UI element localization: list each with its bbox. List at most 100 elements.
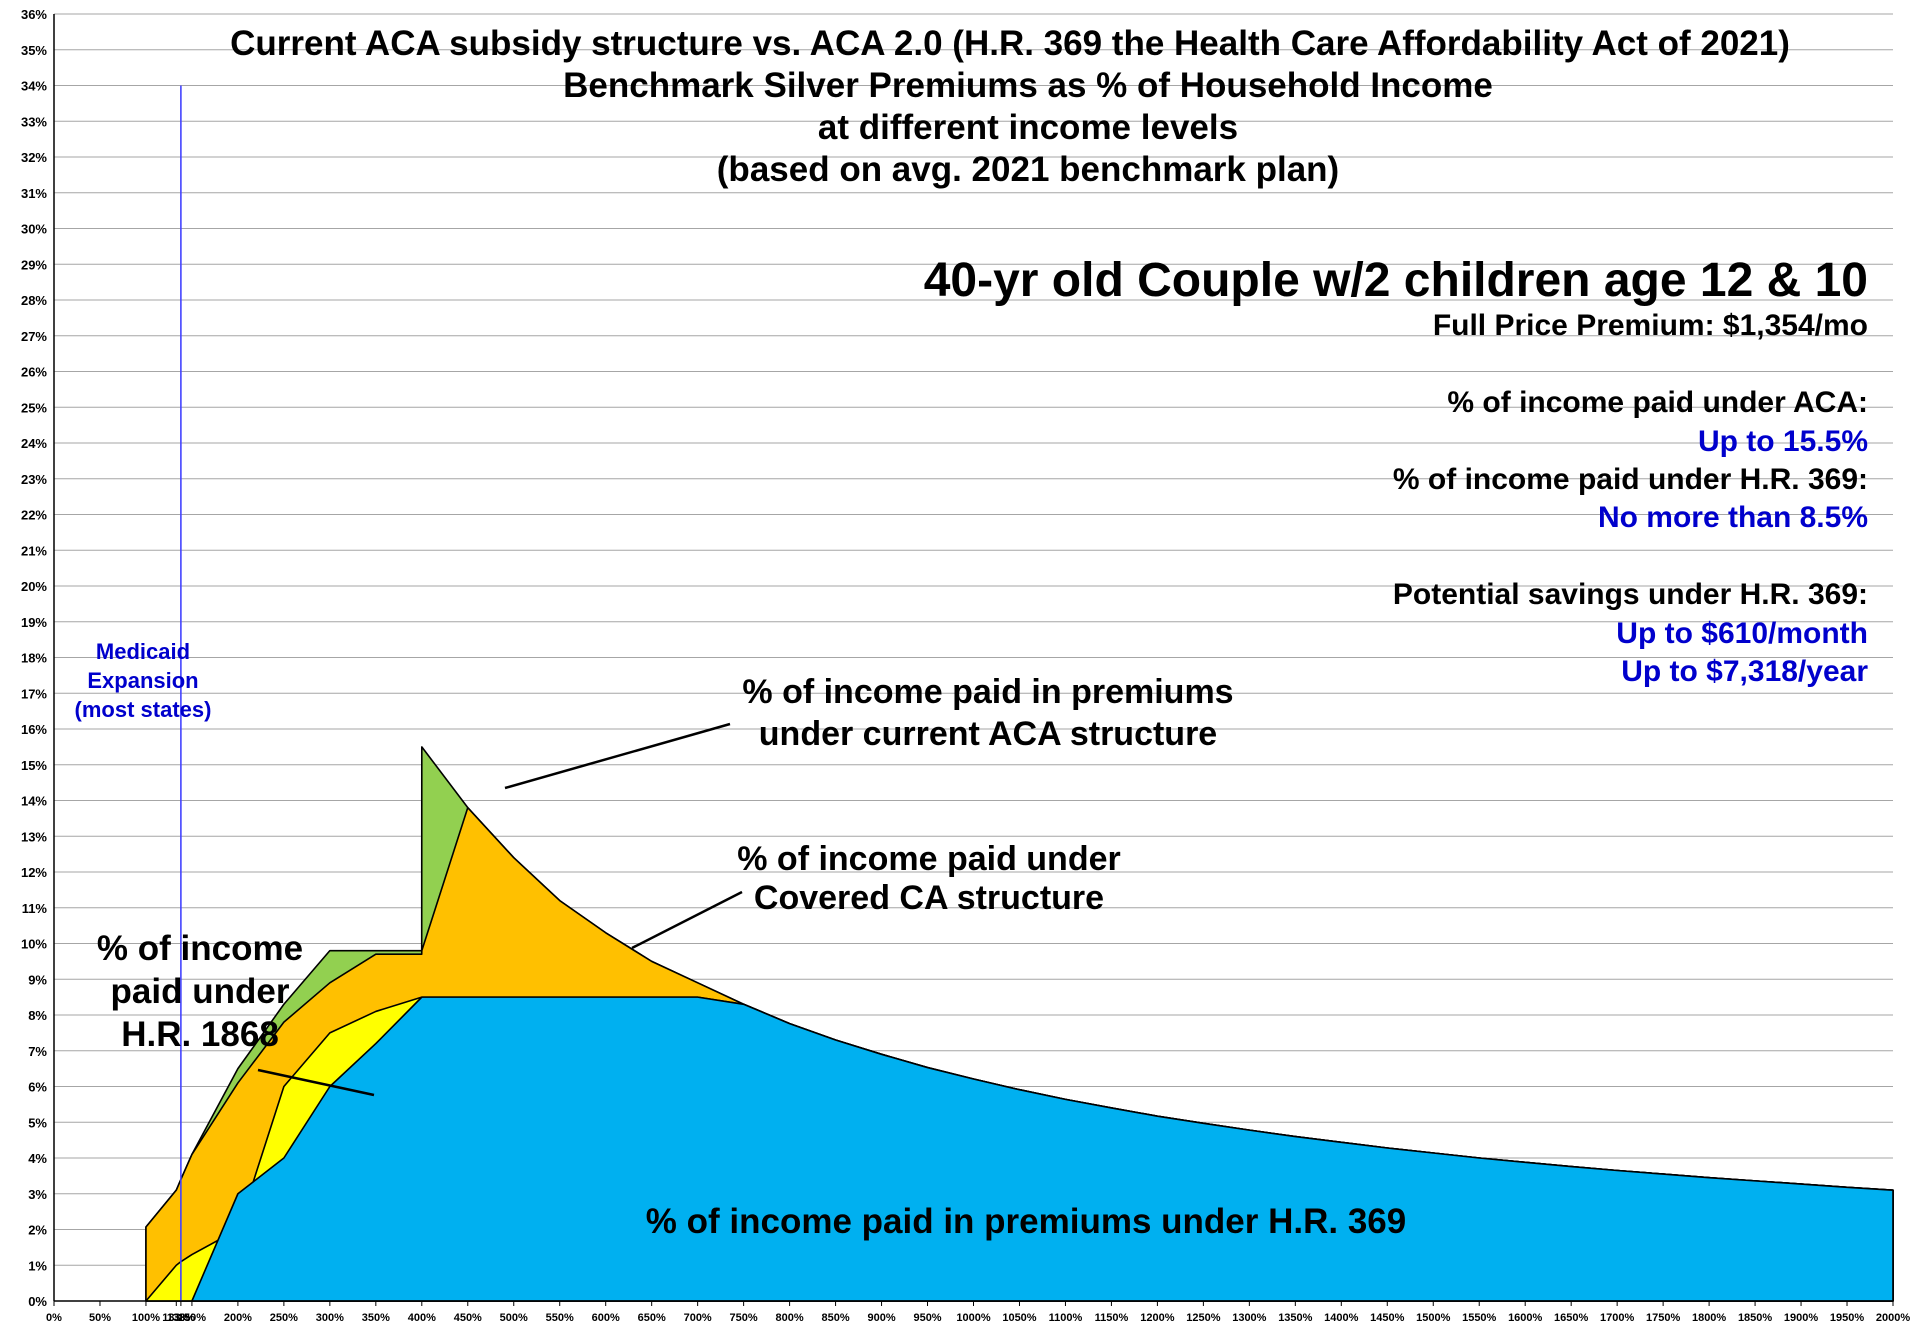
title-line-1: Current ACA subsidy structure vs. ACA 2.…	[230, 24, 1790, 63]
x-tick-label: 138%	[167, 1312, 195, 1324]
x-tick-label: 1150%	[1095, 1312, 1129, 1324]
y-tick-label: 28%	[21, 293, 47, 308]
y-tick-label: 20%	[21, 579, 47, 594]
x-tick-label: 1600%	[1508, 1312, 1542, 1324]
x-tick-label: 450%	[454, 1312, 482, 1324]
y-tick-label: 9%	[28, 972, 47, 987]
y-tick-label: 21%	[21, 543, 47, 558]
hr369-area-label: % of income paid in premiums under H.R. …	[646, 1202, 1406, 1241]
y-tick-label: 13%	[21, 829, 47, 844]
chart-title: Current ACA subsidy structure vs. ACA 2.…	[230, 24, 1790, 189]
x-tick-label: 500%	[500, 1312, 528, 1324]
y-tick-label: 5%	[28, 1115, 47, 1130]
household-label: 40-yr old Couple w/2 children age 12 & 1…	[924, 254, 1868, 307]
hr1868-line-3: H.R. 1868	[121, 1015, 279, 1054]
area-series	[145, 746, 1894, 1302]
y-tick-label: 19%	[21, 615, 47, 630]
y-tick-label: 3%	[28, 1187, 47, 1202]
axes	[53, 14, 1893, 1302]
y-tick-label: 18%	[21, 651, 47, 666]
x-tick-label: 0%	[46, 1312, 62, 1324]
x-tick-label: 1800%	[1692, 1312, 1726, 1324]
aca-income-label: % of income paid under ACA:	[1447, 386, 1868, 419]
y-tick-label: 30%	[21, 222, 47, 237]
x-tick-label: 50%	[89, 1312, 111, 1324]
y-tick-label: 34%	[21, 79, 47, 94]
x-tick-label: 800%	[776, 1312, 804, 1324]
y-tick-label: 4%	[28, 1151, 47, 1166]
y-tick-label: 17%	[21, 686, 47, 701]
x-tick-label: 1300%	[1232, 1312, 1266, 1324]
y-tick-label: 23%	[21, 472, 47, 487]
savings-label: Potential savings under H.R. 369:	[1393, 578, 1868, 611]
aca-annotation-line-1: % of income paid in premiums	[742, 673, 1233, 711]
x-tick-label: 1500%	[1416, 1312, 1450, 1324]
x-tick-label: 1000%	[956, 1312, 990, 1324]
hr1868-line-2: paid under	[111, 972, 290, 1011]
y-tick-label: 36%	[21, 7, 47, 22]
hr1868-leader-line	[257, 1068, 375, 1097]
y-tick-label: 27%	[21, 329, 47, 344]
y-tick-label: 32%	[21, 150, 47, 165]
aca-income-value: Up to 15.5%	[1698, 425, 1868, 458]
y-tick-label: 10%	[21, 937, 47, 952]
hr1868-annotation: % of income paid under H.R. 1868	[97, 929, 375, 1097]
y-tick-label: 12%	[21, 865, 47, 880]
x-tick-label: 600%	[592, 1312, 620, 1324]
x-tick-label: 1250%	[1186, 1312, 1220, 1324]
y-tick-label: 1%	[28, 1258, 47, 1273]
x-tick-label: 1700%	[1600, 1312, 1634, 1324]
x-tick-label: 1650%	[1554, 1312, 1588, 1324]
x-tick-label: 1200%	[1140, 1312, 1174, 1324]
x-tick-label: 550%	[546, 1312, 574, 1324]
x-tick-label: 1400%	[1324, 1312, 1358, 1324]
title-line-2: Benchmark Silver Premiums as % of Househ…	[563, 66, 1493, 105]
y-tick-label: 22%	[21, 508, 47, 523]
medicaid-line-2: Expansion	[87, 668, 198, 693]
y-tick-label: 14%	[21, 794, 47, 809]
y-tick-label: 8%	[28, 1008, 47, 1023]
x-tick-label: 900%	[867, 1312, 895, 1324]
x-tick-label: 850%	[822, 1312, 850, 1324]
y-tick-label: 16%	[21, 722, 47, 737]
y-tick-label: 29%	[21, 257, 47, 272]
x-tick-label: 1750%	[1646, 1312, 1680, 1324]
x-tick-label: 1050%	[1002, 1312, 1036, 1324]
hr369-income-value: No more than 8.5%	[1598, 501, 1868, 534]
aca-annotation-line-2: under current ACA structure	[759, 715, 1217, 753]
title-line-4: (based on avg. 2021 benchmark plan)	[717, 150, 1339, 189]
x-tick-label: 1350%	[1278, 1312, 1312, 1324]
x-tick-label: 133%	[162, 1312, 190, 1324]
covered-ca-line-1: % of income paid under	[737, 840, 1120, 878]
savings-month: Up to $610/month	[1616, 617, 1868, 650]
covered-ca-annotation: % of income paid under Covered CA struct…	[631, 840, 1121, 950]
y-tick-label: 31%	[21, 186, 47, 201]
x-axis-ticks: 0% 50% 100% 133%138%150% 200% 250% 300% 350% 400…	[46, 1301, 1910, 1324]
medicaid-line-3: (most states)	[75, 697, 212, 722]
x-tick-label: 1850%	[1738, 1312, 1772, 1324]
title-line-3: at different income levels	[818, 108, 1238, 147]
y-tick-label: 2%	[28, 1223, 47, 1238]
savings-year: Up to $7,318/year	[1621, 655, 1868, 688]
y-tick-label: 15%	[21, 758, 47, 773]
hr369-income-label: % of income paid under H.R. 369:	[1393, 463, 1868, 496]
aca-annotation: % of income paid in premiums under curre…	[504, 673, 1234, 790]
x-tick-label: 1900%	[1784, 1312, 1818, 1324]
medicaid-line-1: Medicaid	[96, 639, 190, 664]
x-tick-label: 1450%	[1370, 1312, 1404, 1324]
full-price-label: Full Price Premium: $1,354/mo	[1433, 309, 1868, 342]
x-tick-label: 250%	[270, 1312, 298, 1324]
x-tick-label: 200%	[224, 1312, 252, 1324]
y-axis-ticks: 0% 1% 2% 3% 4% 5% 6% 7% 8% 9% 10% 11% 12% 13% 14% 15% 16…	[21, 7, 47, 1309]
x-tick-label: 950%	[913, 1312, 941, 1324]
x-tick-label: 2000%	[1876, 1312, 1910, 1324]
x-tick-label: 700%	[684, 1312, 712, 1324]
x-tick-label: 100%	[132, 1312, 160, 1324]
y-tick-label: 11%	[22, 901, 48, 916]
covered-ca-leader-line	[631, 890, 743, 950]
covered-ca-line-2: Covered CA structure	[754, 879, 1104, 917]
y-tick-label: 35%	[21, 43, 47, 58]
x-tick-label: 350%	[362, 1312, 390, 1324]
info-panel: 40-yr old Couple w/2 children age 12 & 1…	[924, 254, 1869, 688]
y-tick-label: 7%	[28, 1044, 47, 1059]
